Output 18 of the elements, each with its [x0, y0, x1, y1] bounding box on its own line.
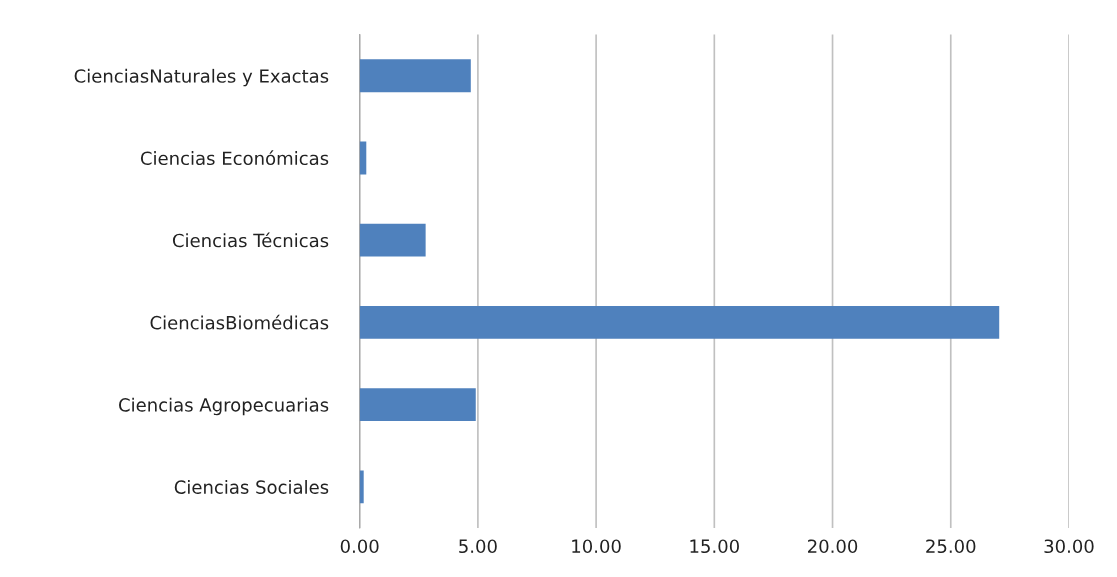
x-tick-label: 15.00 — [690, 539, 739, 554]
y-tick-label: CienciasBiomédicas — [150, 314, 329, 330]
x-tick-label: 25.00 — [926, 539, 976, 554]
bar — [359, 388, 476, 422]
bar — [359, 305, 1000, 339]
y-tick-label: CienciasNaturales y Exactas — [74, 68, 329, 87]
y-tick-label: Ciencias Económicas — [140, 150, 329, 166]
x-tick-label: 5.00 — [459, 539, 497, 554]
bar — [359, 223, 426, 257]
x-tick-label: 20.00 — [808, 539, 858, 554]
y-tick-label: Ciencias Sociales — [174, 479, 329, 494]
x-tick-label: 30.00 — [1044, 539, 1094, 554]
x-tick-label: 10.00 — [572, 539, 621, 554]
x-tick-label: 0.00 — [340, 539, 379, 554]
bar — [359, 59, 471, 93]
bar — [359, 470, 364, 504]
y-tick-label: Ciencias Agropecuarias — [119, 397, 329, 416]
y-tick-label: Ciencias Técnicas — [172, 232, 329, 248]
